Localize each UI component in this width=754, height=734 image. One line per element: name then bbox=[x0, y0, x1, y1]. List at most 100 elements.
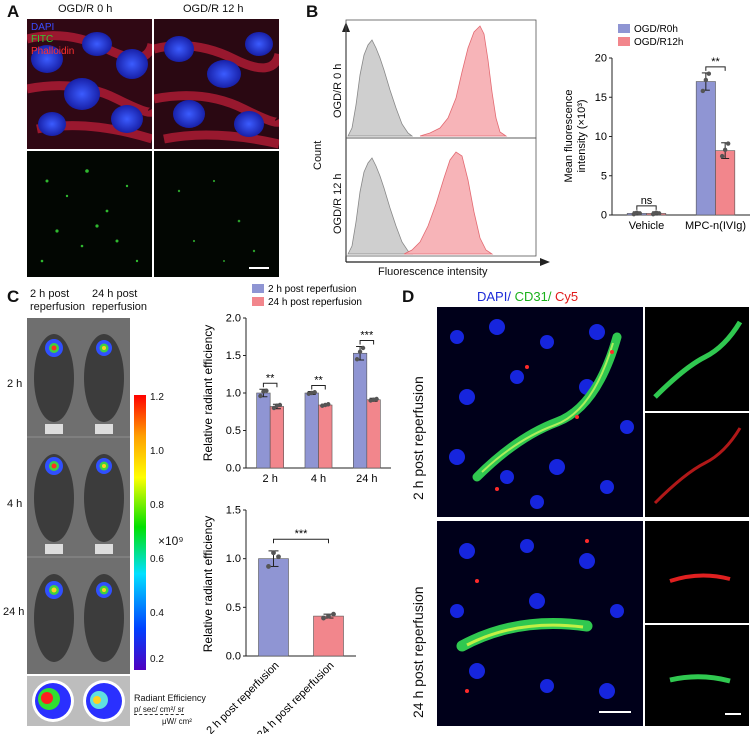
tissue-image-cy5-24h bbox=[645, 521, 749, 623]
ivis-row-label-24h: 24 h bbox=[3, 606, 25, 618]
bar bbox=[258, 558, 289, 657]
y-tick-label: 1.0 bbox=[226, 553, 241, 565]
legend-label: 24 h post reperfusion bbox=[268, 297, 362, 308]
scale-bar bbox=[725, 713, 741, 715]
hist-mpc-0h bbox=[419, 25, 508, 137]
data-point bbox=[276, 554, 281, 560]
hist-x-arrow bbox=[540, 258, 550, 266]
significance-label: *** bbox=[360, 330, 374, 342]
data-point bbox=[326, 613, 331, 619]
legend-label: OGD/R12h bbox=[634, 37, 683, 48]
panel-d-row-label-0: 2 h post reperfusion bbox=[410, 376, 426, 500]
y-tick-label: 0.5 bbox=[226, 425, 241, 437]
panel-d-row-label-1: 24 h post reperfusion bbox=[410, 586, 426, 718]
colorbar-units-den: μW/ cm² bbox=[162, 717, 192, 726]
data-point bbox=[637, 211, 643, 216]
scale-bar bbox=[249, 267, 269, 269]
y-axis-label: Relative radiant efficiency bbox=[201, 516, 215, 653]
data-point bbox=[722, 147, 728, 153]
panel-b-bar-chart: 0 5 10 15 20 Vehicle ns MPC-n(IVIg) ** OGD/R0h OGD… bbox=[563, 24, 750, 232]
panel-b-letter: B bbox=[306, 2, 319, 21]
panel-c-col-label-1: 24 h post reperfusion bbox=[92, 288, 148, 313]
data-point bbox=[706, 71, 712, 76]
hist-mpc-12h bbox=[403, 151, 494, 255]
colorbar-title: Radiant Efficiency bbox=[134, 693, 206, 703]
data-point bbox=[656, 211, 662, 216]
data-point bbox=[725, 141, 731, 146]
x-tick-label: Vehicle bbox=[629, 220, 664, 232]
y-tick-label: 2.0 bbox=[226, 313, 241, 325]
bar bbox=[353, 352, 368, 469]
cell-image-merged-12h bbox=[154, 19, 279, 149]
bar bbox=[366, 399, 381, 469]
data-point bbox=[264, 388, 269, 393]
brain-heatmaps bbox=[32, 680, 125, 722]
colorbar-multiplier: ×10⁹ bbox=[158, 534, 184, 548]
colorbar bbox=[134, 395, 146, 670]
data-point bbox=[277, 402, 283, 408]
ivis-row-2h bbox=[27, 318, 130, 436]
y-tick-label: 10 bbox=[595, 131, 607, 143]
panel-a-merged-image-12h bbox=[154, 19, 279, 149]
hist-vehicle-0h bbox=[347, 39, 414, 137]
legend-swatch bbox=[618, 37, 630, 46]
panel-a-fitc-image-12h bbox=[154, 151, 279, 277]
cell-image-fitc-0h bbox=[27, 151, 152, 277]
significance-label: ** bbox=[711, 56, 720, 68]
x-tick-label: 2 h bbox=[263, 473, 278, 485]
significance-bracket bbox=[273, 538, 329, 544]
legend-label: OGD/R0h bbox=[634, 24, 678, 35]
panel-b-figure bbox=[342, 19, 550, 266]
y-tick-label: 0.5 bbox=[226, 602, 241, 614]
significance-label: ** bbox=[266, 372, 275, 384]
hist-row-label-12h: OGD/R 12 h bbox=[332, 173, 344, 234]
legend-swatch bbox=[252, 284, 264, 293]
legend-label: 2 h post reperfusion bbox=[268, 284, 356, 295]
data-point bbox=[360, 345, 366, 351]
y-axis-label-line2: intensity (×10³) bbox=[576, 99, 588, 172]
panel-d-cd31-24h bbox=[645, 625, 749, 726]
x-tick-label: 4 h bbox=[311, 473, 326, 485]
y-tick-label: 15 bbox=[595, 92, 607, 104]
y-tick-label: 0.0 bbox=[226, 651, 241, 663]
significance-bracket bbox=[311, 385, 326, 390]
significance-bracket bbox=[262, 382, 278, 388]
y-axis-label-line1: Mean fluorescence bbox=[563, 90, 575, 183]
y-tick-label: 20 bbox=[595, 53, 607, 65]
data-point bbox=[703, 77, 709, 83]
significance-bracket bbox=[636, 205, 657, 210]
hist-vehicle-12h bbox=[347, 157, 414, 255]
panel-a-col-label-0: OGD/R 0 h bbox=[58, 3, 113, 15]
tissue-image-merged-2h bbox=[437, 307, 643, 517]
hist-y-label: Count bbox=[312, 140, 324, 170]
data-point bbox=[700, 88, 706, 94]
bar bbox=[256, 392, 271, 469]
significance-label: ** bbox=[314, 375, 323, 387]
data-point bbox=[331, 611, 336, 617]
bar bbox=[313, 615, 344, 657]
panel-a-merged-image-0h bbox=[27, 19, 152, 149]
hist-x-label: Fluorescence intensity bbox=[378, 266, 488, 278]
legend-dapi: DAPI bbox=[31, 22, 55, 33]
panel-a-channel-legend: DAPI FITC Phalloidin bbox=[31, 22, 74, 58]
data-point bbox=[354, 357, 360, 362]
panel-c-col-label-0: 2 h post reperfusion bbox=[30, 288, 86, 313]
data-point bbox=[258, 393, 263, 399]
data-point bbox=[321, 615, 326, 621]
legend-swatch bbox=[618, 24, 630, 33]
y-tick-label: 0.0 bbox=[226, 463, 241, 475]
panel-a-col-label-1: OGD/R 12 h bbox=[183, 3, 244, 15]
cell-image-merged-0h bbox=[27, 19, 152, 149]
scale-bar bbox=[599, 711, 631, 713]
significance-label: ns bbox=[641, 195, 653, 207]
panel-c-letter: C bbox=[7, 287, 20, 306]
panel-d-letter: D bbox=[402, 287, 415, 306]
significance-label: *** bbox=[295, 528, 309, 540]
panel-d-merged-2h bbox=[437, 307, 643, 517]
significance-bracket bbox=[359, 340, 375, 345]
ivis-row-24h bbox=[27, 558, 130, 674]
colorbar-tick: 0.2 bbox=[150, 654, 164, 665]
data-point bbox=[312, 390, 317, 395]
bar bbox=[318, 404, 333, 469]
